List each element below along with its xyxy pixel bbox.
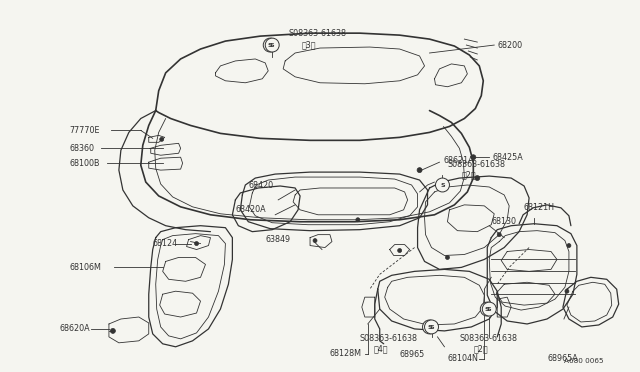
Text: 68360: 68360 bbox=[69, 144, 94, 153]
Text: 68100B: 68100B bbox=[69, 159, 100, 168]
Text: S08363-61638: S08363-61638 bbox=[447, 160, 506, 169]
Text: S: S bbox=[440, 183, 445, 188]
Circle shape bbox=[397, 248, 402, 253]
Circle shape bbox=[263, 38, 277, 52]
Text: （3）: （3） bbox=[302, 41, 317, 49]
Text: （4）: （4） bbox=[374, 344, 388, 353]
Text: 68420A: 68420A bbox=[236, 205, 266, 214]
Text: S08363-61638: S08363-61638 bbox=[460, 334, 517, 343]
Circle shape bbox=[111, 328, 115, 333]
Text: S: S bbox=[428, 325, 432, 330]
Text: 68620A: 68620A bbox=[59, 324, 90, 333]
Text: A680 0065: A680 0065 bbox=[564, 358, 604, 364]
Circle shape bbox=[424, 320, 438, 334]
Circle shape bbox=[483, 302, 496, 316]
Text: 68124: 68124 bbox=[153, 239, 178, 248]
Text: S: S bbox=[485, 307, 490, 312]
Circle shape bbox=[356, 218, 360, 222]
Text: S08363-61638: S08363-61638 bbox=[288, 29, 346, 38]
Circle shape bbox=[195, 241, 198, 246]
Circle shape bbox=[471, 155, 476, 160]
Circle shape bbox=[475, 176, 480, 180]
Text: （2）: （2） bbox=[461, 171, 476, 180]
Text: 68121H: 68121H bbox=[523, 203, 554, 212]
Text: 68200: 68200 bbox=[497, 41, 522, 49]
Text: 63849: 63849 bbox=[265, 235, 291, 244]
Text: 68420: 68420 bbox=[248, 180, 273, 189]
Text: 68128M: 68128M bbox=[330, 349, 362, 358]
Text: 77770E: 77770E bbox=[69, 126, 100, 135]
Text: S08363-61638: S08363-61638 bbox=[360, 334, 418, 343]
Circle shape bbox=[160, 137, 164, 141]
Text: 68104N: 68104N bbox=[447, 354, 478, 363]
Circle shape bbox=[565, 289, 569, 293]
Circle shape bbox=[265, 38, 279, 52]
Text: 68965A: 68965A bbox=[547, 354, 578, 363]
Text: 68106M: 68106M bbox=[69, 263, 101, 272]
Text: S: S bbox=[268, 43, 273, 48]
Text: S: S bbox=[487, 307, 492, 312]
Circle shape bbox=[422, 320, 436, 334]
Text: S: S bbox=[270, 43, 275, 48]
Text: （2）: （2） bbox=[474, 344, 488, 353]
Text: 68425A: 68425A bbox=[492, 153, 523, 162]
Circle shape bbox=[313, 238, 317, 243]
Text: 68130: 68130 bbox=[492, 217, 516, 226]
Text: 68965: 68965 bbox=[399, 350, 425, 359]
Circle shape bbox=[567, 244, 571, 247]
Circle shape bbox=[417, 168, 422, 173]
Circle shape bbox=[480, 302, 494, 316]
Circle shape bbox=[445, 256, 449, 259]
Circle shape bbox=[497, 232, 501, 237]
Text: S: S bbox=[429, 325, 434, 330]
Circle shape bbox=[435, 178, 449, 192]
Text: 68621A: 68621A bbox=[444, 156, 474, 165]
